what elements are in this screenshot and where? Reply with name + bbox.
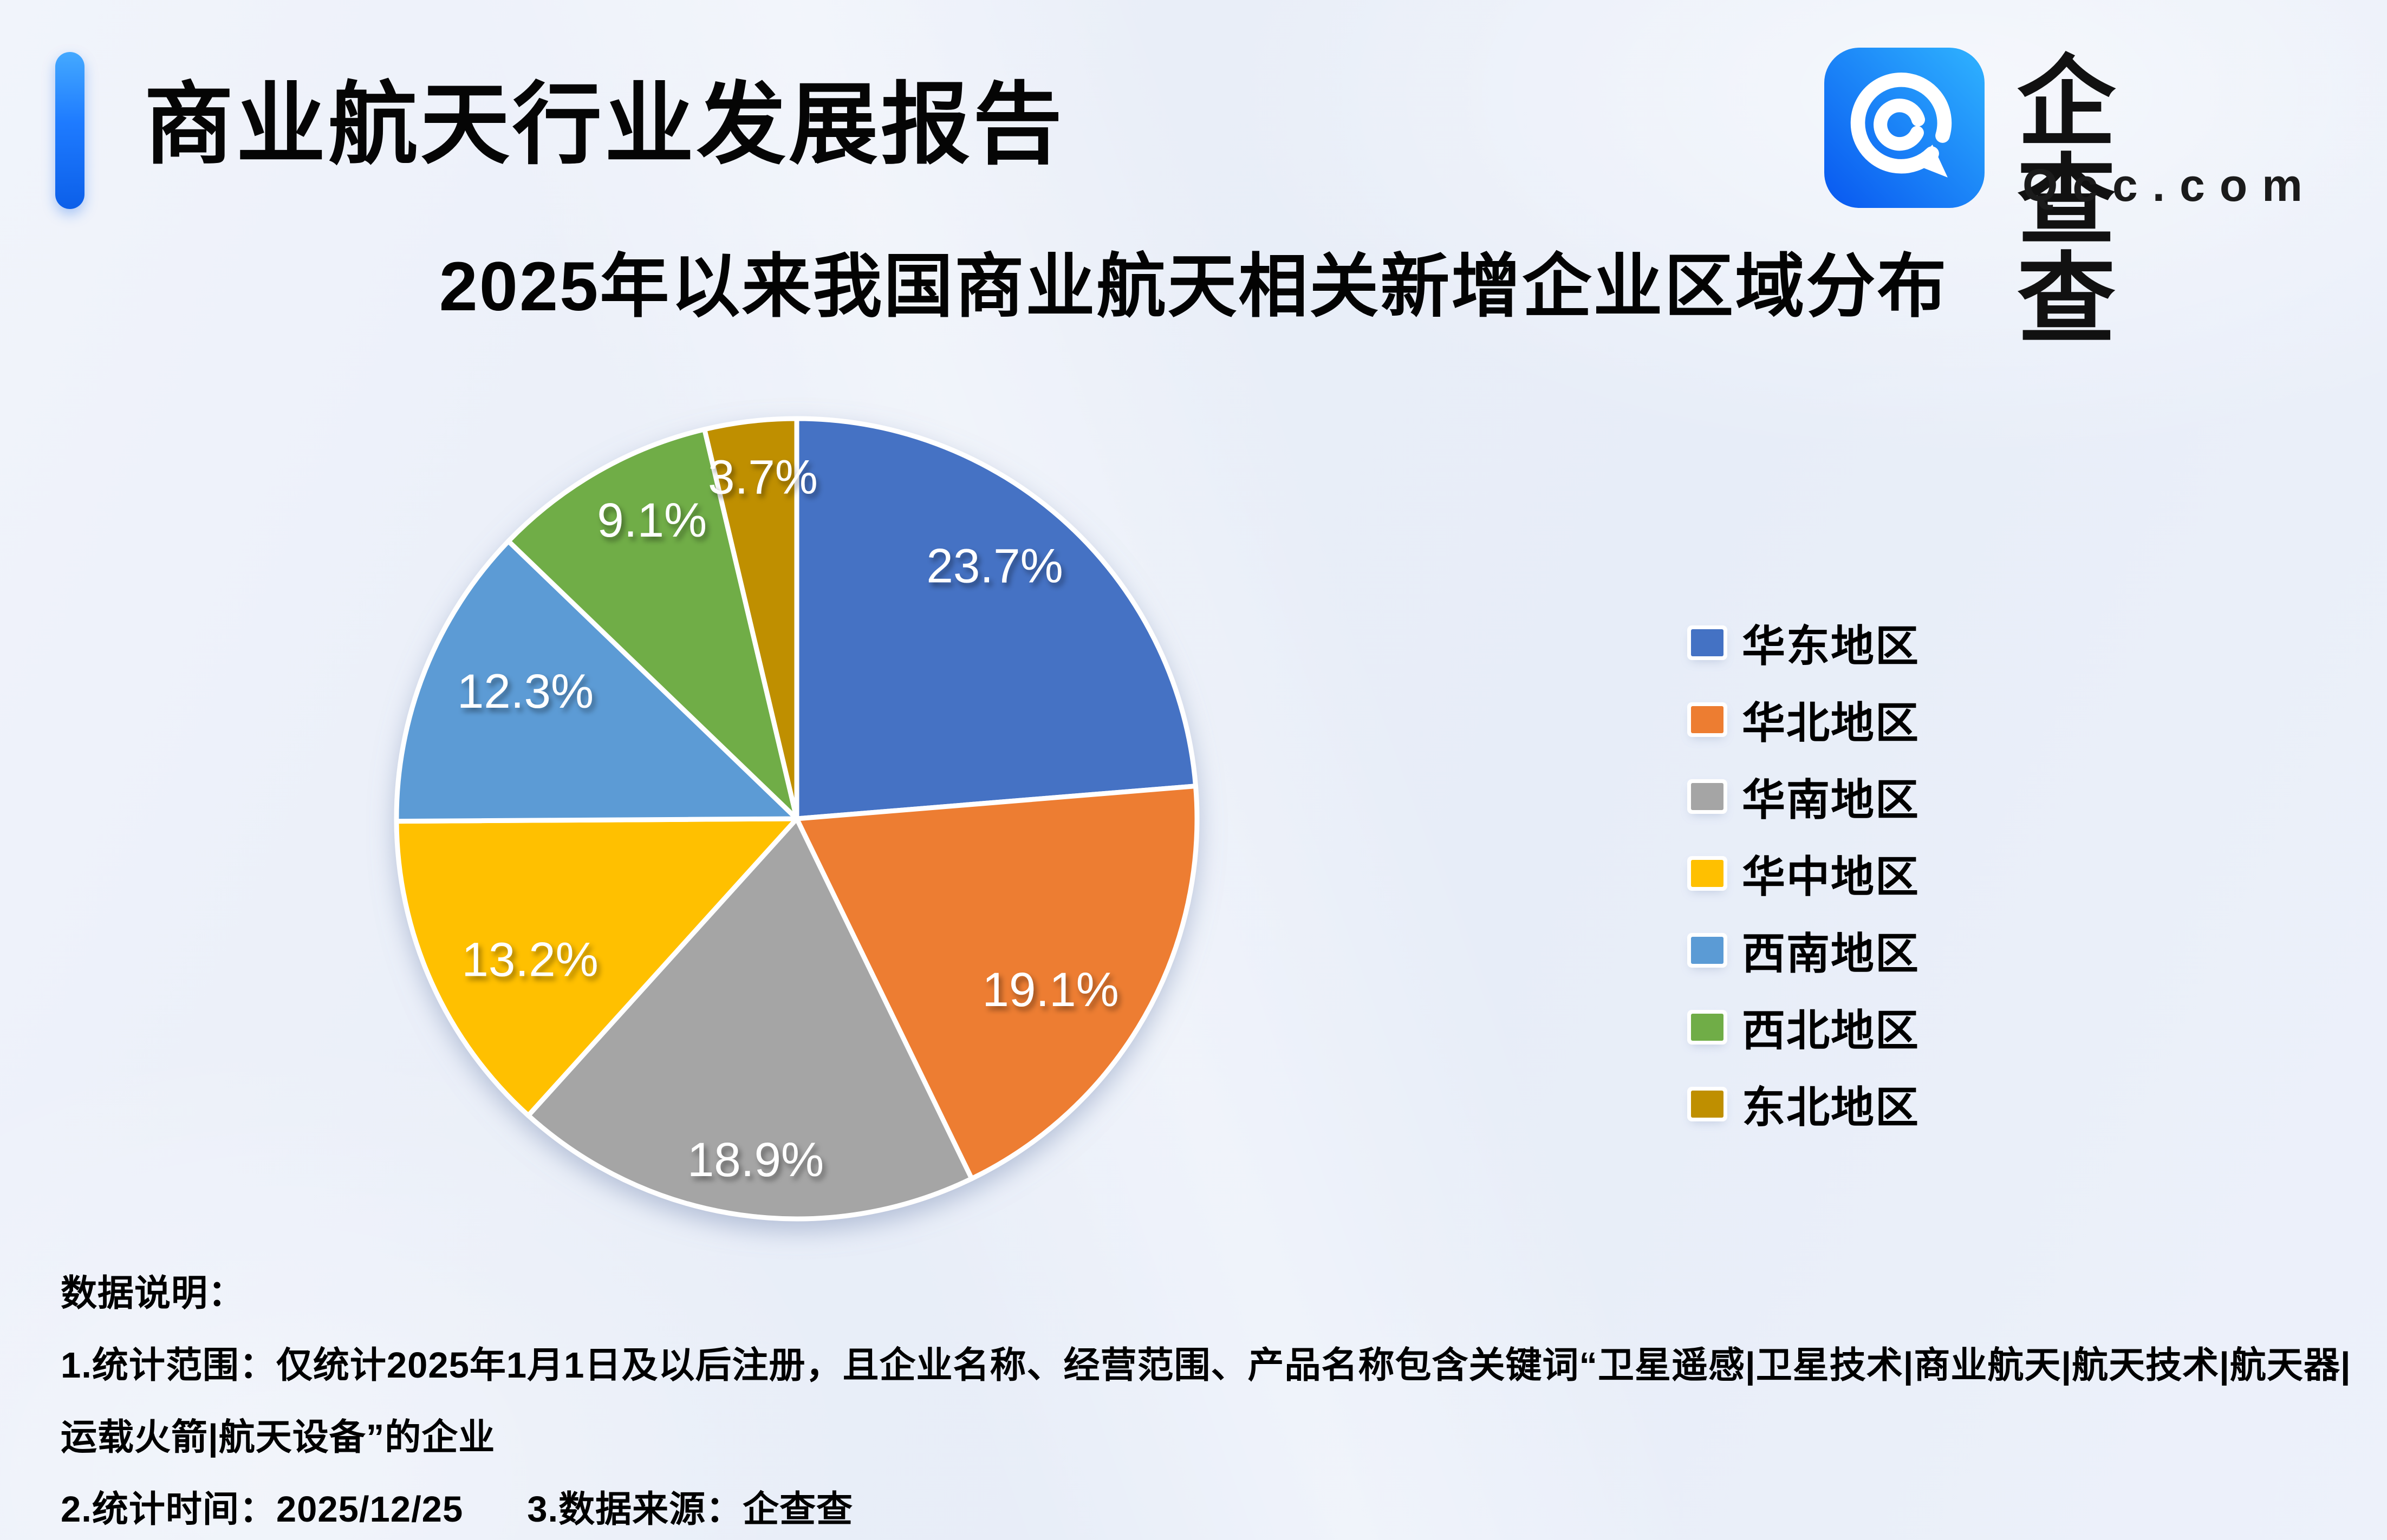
pie-chart: 23.7% 19.1% 18.9% 13.2% 12.3% 9.1%3.7% xyxy=(394,416,1200,1222)
legend-item: 华南地区 xyxy=(1691,758,1920,835)
report-title: 商业航天行业发展报告 xyxy=(144,75,1065,174)
pie-slice-5 xyxy=(394,538,799,824)
pie-slice-3 xyxy=(525,816,974,1222)
chart-legend: 华东地区华北地区华南地区华中地区西南地区西北地区东北地区 xyxy=(1691,604,1920,1143)
legend-label: 东北地区 xyxy=(1742,1084,1920,1132)
notes-stat-time: 2.统计时间：2025/12/25 xyxy=(61,1489,464,1530)
legend-item: 华中地区 xyxy=(1691,835,1920,912)
legend-label: 西南地区 xyxy=(1742,930,1920,978)
data-notes: 数据说明： 1.统计范围：仅统计2025年1月1日及以后注册，且企业名称、经营范… xyxy=(61,1257,2352,1540)
pie-slice-4 xyxy=(394,816,799,1118)
legend-swatch xyxy=(1691,937,1723,964)
pie-slice-label: 19.1% xyxy=(982,962,1118,1016)
legend-label: 华南地区 xyxy=(1742,776,1920,824)
legend-item: 华北地区 xyxy=(1691,681,1920,758)
brand-domain: Qcc.com xyxy=(2022,160,2317,211)
qcc-logo-icon xyxy=(1824,48,1985,208)
legend-swatch xyxy=(1691,860,1723,887)
legend-label: 华中地区 xyxy=(1742,853,1920,901)
brand-name: 企查查 xyxy=(2017,47,2121,355)
legend-label: 华东地区 xyxy=(1742,622,1920,670)
notes-scope: 1.统计范围：仅统计2025年1月1日及以后注册，且企业名称、经营范围、产品名称… xyxy=(61,1345,2351,1458)
legend-item: 华东地区 xyxy=(1691,604,1920,681)
pie-slice-label: 3.7% xyxy=(708,450,818,504)
pie-slice-label: 18.9% xyxy=(687,1132,824,1186)
legend-item: 西北地区 xyxy=(1691,989,1920,1066)
legend-swatch xyxy=(1691,783,1723,810)
notes-source: 3.数据来源：企查查 xyxy=(527,1489,854,1530)
pie-slice-7 xyxy=(702,416,799,821)
legend-label: 华北地区 xyxy=(1742,699,1920,747)
pie-slice-2 xyxy=(794,784,1200,1182)
legend-swatch xyxy=(1691,706,1723,733)
notes-row: 2.统计时间：2025/12/25 3.数据来源：企查查 xyxy=(61,1473,2352,1540)
notes-heading: 数据说明： xyxy=(61,1273,245,1314)
legend-item: 东北地区 xyxy=(1691,1066,1920,1143)
pie-slice-label: 23.7% xyxy=(926,539,1063,593)
legend-swatch xyxy=(1691,1014,1723,1041)
pie-slice-label: 9.1% xyxy=(597,493,707,547)
legend-item: 西南地区 xyxy=(1691,912,1920,989)
pie-slice-label: 12.3% xyxy=(457,664,594,718)
title-accent-bar xyxy=(55,52,84,209)
legend-label: 西北地区 xyxy=(1742,1007,1920,1055)
pie-slice-1 xyxy=(794,416,1198,821)
chart-title: 2025年以来我国商业航天相关新增企业区域分布 xyxy=(439,248,1948,325)
pie-slice-label: 13.2% xyxy=(461,932,598,987)
legend-swatch xyxy=(1691,1091,1723,1118)
legend-swatch xyxy=(1691,629,1723,656)
pie-slice-6 xyxy=(506,427,799,821)
